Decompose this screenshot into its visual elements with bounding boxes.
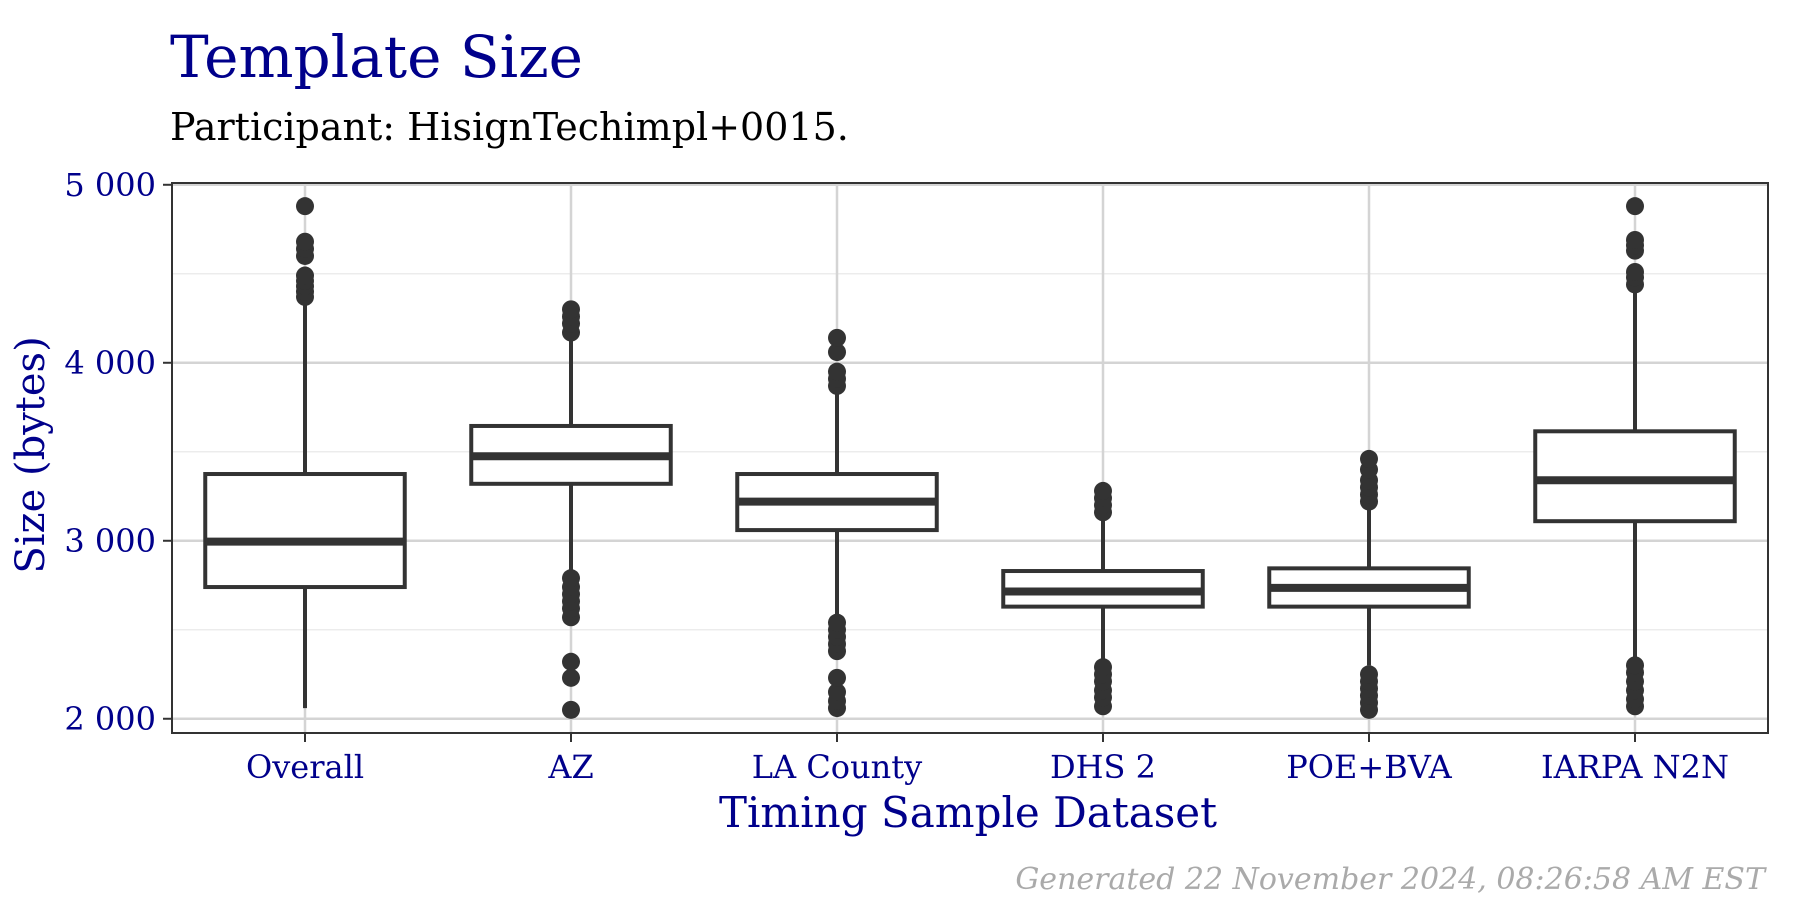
- y-tick-label: 2 000: [64, 700, 156, 738]
- outlier-point: [562, 700, 580, 719]
- outlier-point: [1094, 658, 1112, 677]
- y-tick-label: 5 000: [64, 166, 156, 204]
- chart-subtitle: Participant: HisignTechimpl+0015.: [170, 105, 849, 149]
- outlier-point: [828, 683, 846, 702]
- outlier-point: [1626, 197, 1644, 216]
- outlier-point: [296, 232, 314, 251]
- y-tick-label: 4 000: [64, 344, 156, 382]
- panel-border: [171, 182, 1769, 734]
- outlier-point: [562, 668, 580, 687]
- outlier-point: [1626, 656, 1644, 675]
- box: [1533, 429, 1737, 524]
- x-tick-label: AZ: [547, 748, 593, 786]
- outlier-point: [1626, 230, 1644, 249]
- y-tick-label: 3 000: [64, 522, 156, 560]
- outlier-point: [562, 300, 580, 319]
- outlier-point: [296, 197, 314, 216]
- chart-title: Template Size: [170, 23, 583, 91]
- outlier-point: [1360, 665, 1378, 684]
- x-axis-title: Timing Sample Dataset: [719, 788, 1217, 837]
- x-tick-label: Overall: [246, 748, 364, 786]
- x-tick-label: POE+BVA: [1286, 748, 1452, 786]
- x-tick-label: DHS 2: [1050, 748, 1156, 786]
- x-tick-label: IARPA N2N: [1541, 748, 1729, 786]
- x-tick-label: LA County: [752, 748, 922, 786]
- outlier-point: [1626, 262, 1644, 281]
- outlier-point: [828, 328, 846, 347]
- chart-caption: Generated 22 November 2024, 08:26:58 AM …: [1015, 862, 1767, 897]
- y-axis-title: Size (bytes): [8, 336, 54, 573]
- plot-panel: 2 000 3 000 4 000 5 000 Overall AZ LA County DH…: [64, 166, 1769, 786]
- outlier-point: [562, 652, 580, 671]
- outlier-point: [1360, 449, 1378, 468]
- outlier-point: [828, 613, 846, 632]
- outlier-point: [562, 569, 580, 588]
- box: [203, 472, 407, 590]
- outlier-point: [296, 266, 314, 285]
- outlier-point: [828, 668, 846, 687]
- outlier-point: [828, 362, 846, 381]
- outlier-point: [1094, 481, 1112, 500]
- outlier-point: [828, 343, 846, 362]
